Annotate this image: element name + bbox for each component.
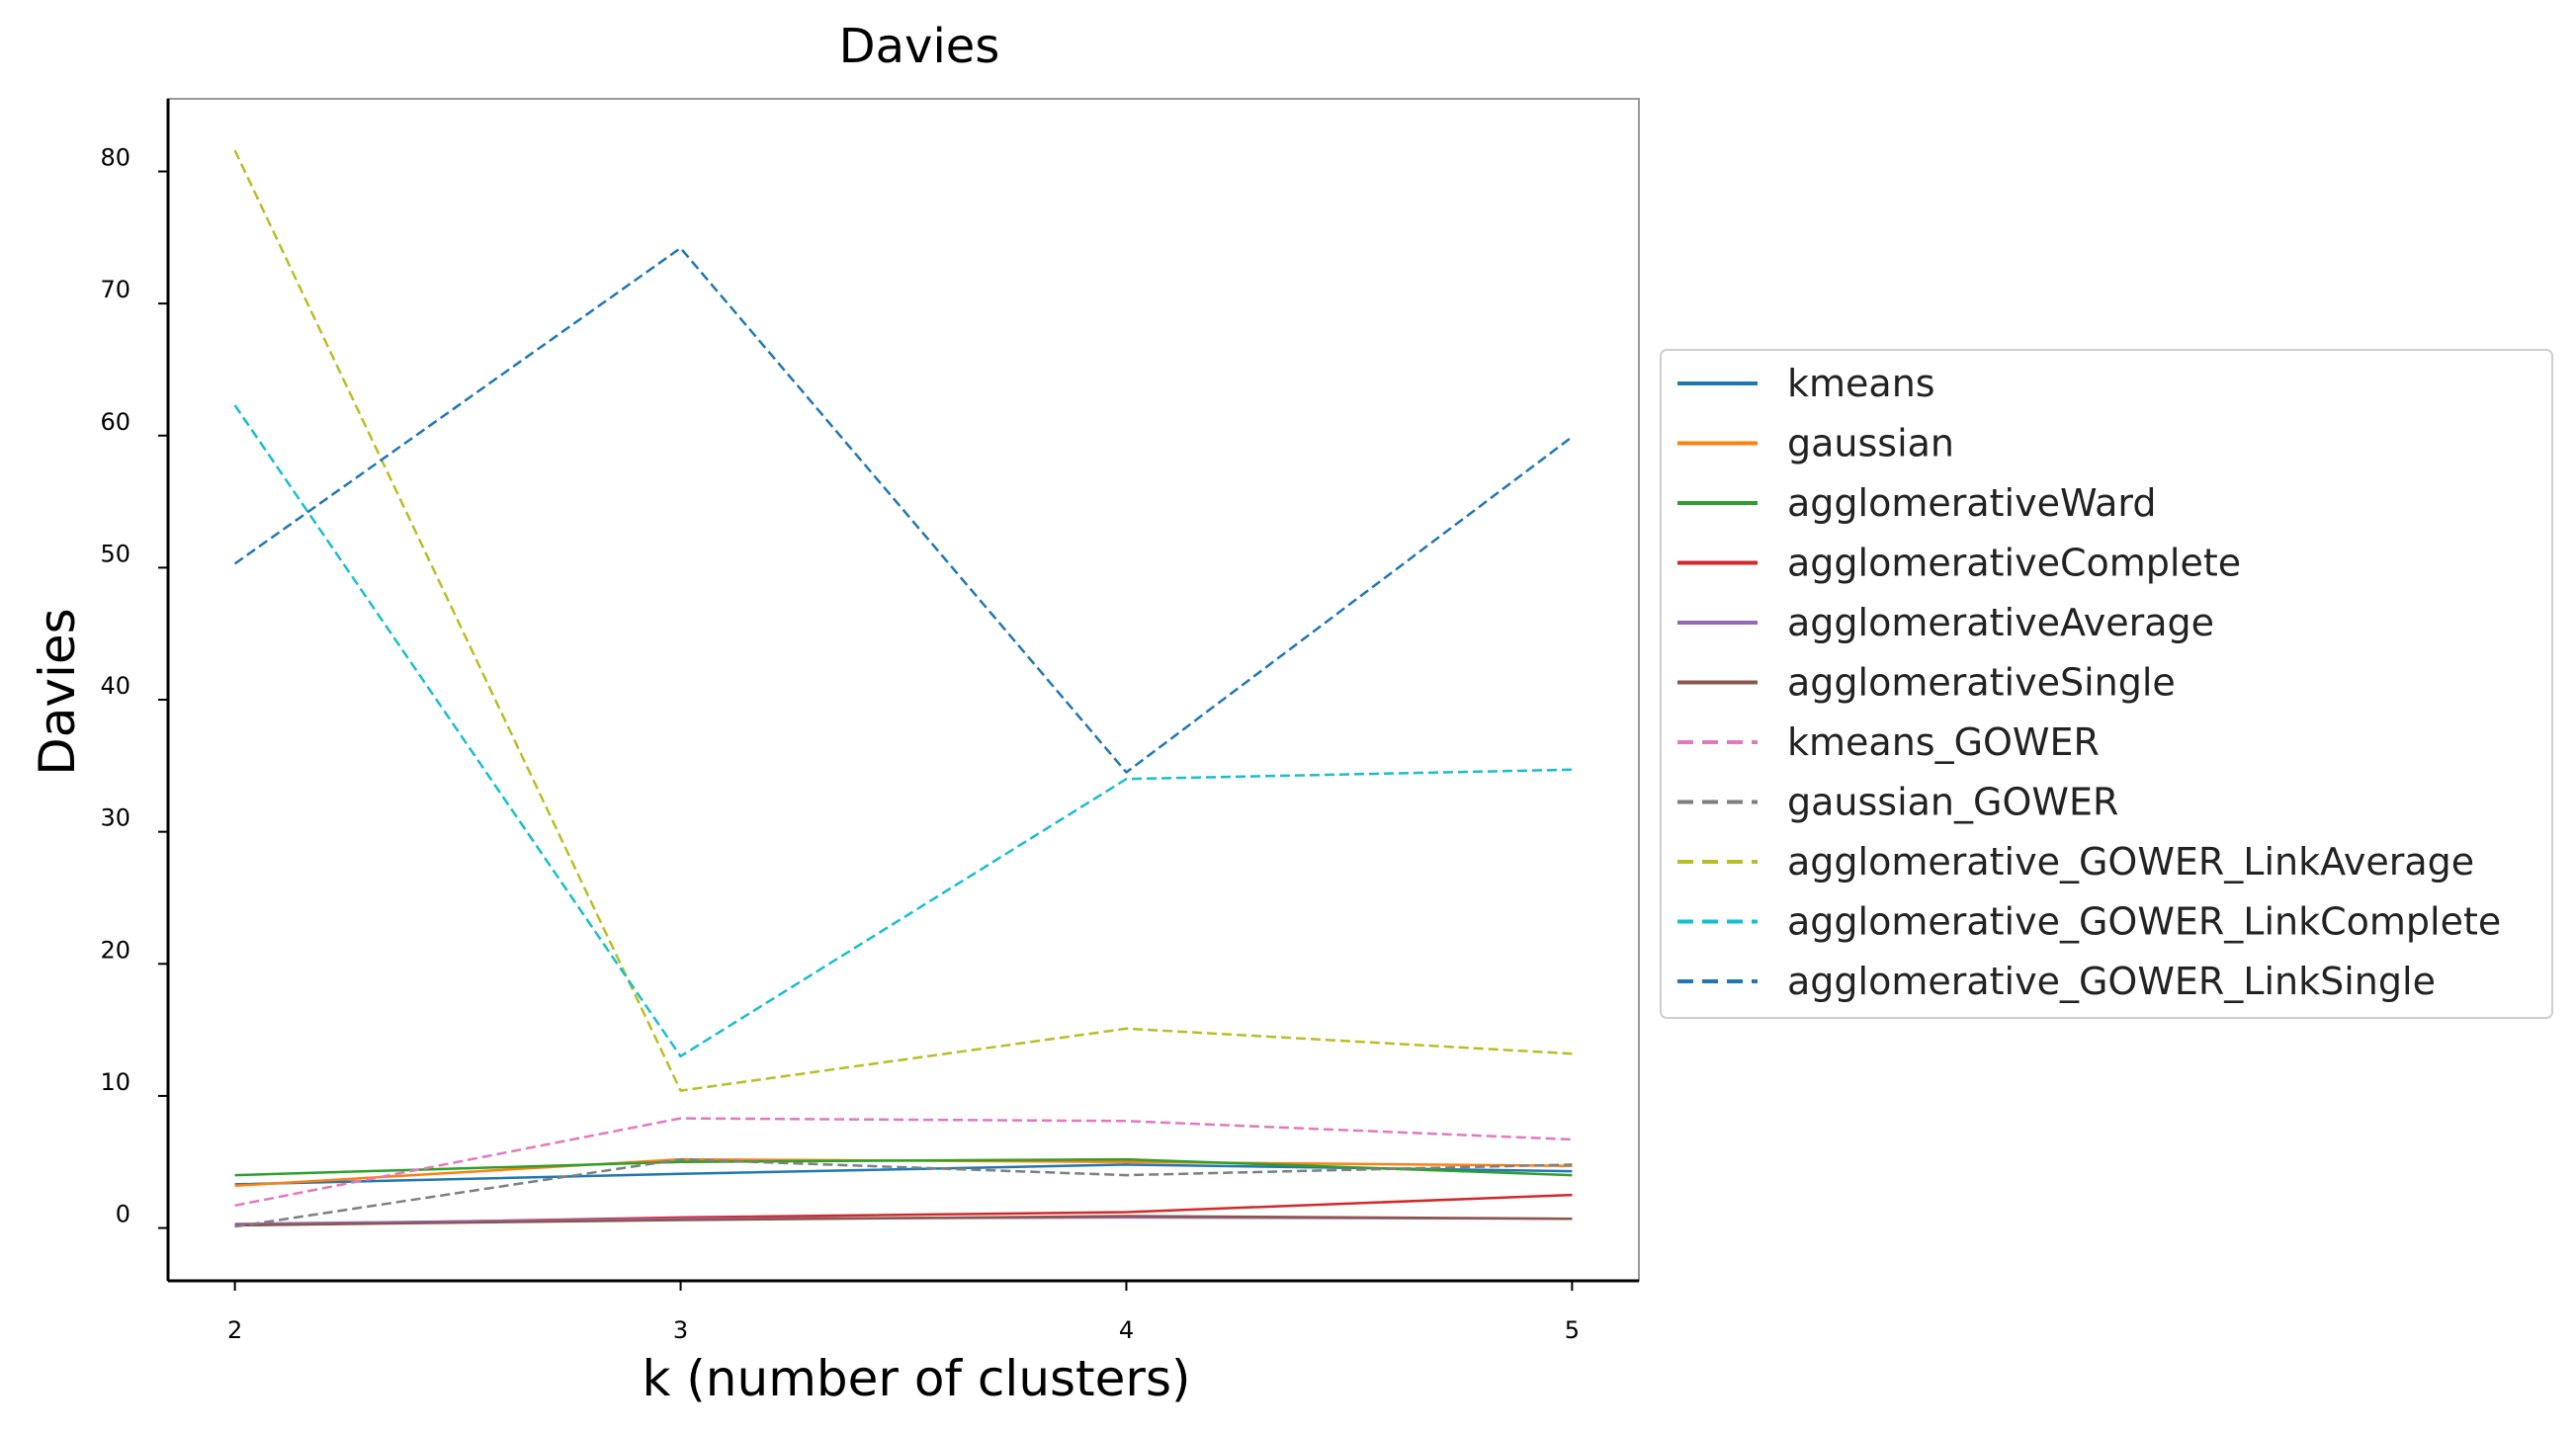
legend-label: agglomerativeWard (1787, 481, 2156, 525)
plot-frame (167, 98, 1640, 1282)
series-line-agglomerativeWard (234, 1157, 1573, 1177)
y-axis-label: Davies (29, 608, 86, 775)
legend-label: agglomerativeComplete (1787, 542, 2241, 585)
legend-label: agglomerative_GOWER_LinkSingle (1787, 960, 2436, 1003)
legend-label: agglomerativeAverage (1787, 601, 2214, 644)
y-tick-label: 20 (100, 936, 130, 964)
x-axis-label: k (number of clusters) (642, 1350, 1190, 1407)
legend-label: kmeans (1787, 362, 1935, 405)
series-line-agglomerative_GOWER_LinkComplete (233, 404, 1573, 1058)
y-axis-ticks: 0 10 20 30 40 50 60 70 80 (100, 143, 168, 1229)
legend: kmeans gaussian agglomerativeWard agglomera… (1660, 349, 2553, 1019)
y-tick-label: 60 (100, 408, 130, 436)
x-axis-ticks: 2 3 4 5 (227, 1281, 1580, 1344)
legend-label: agglomerative_GOWER_LinkAverage (1787, 840, 2474, 884)
legend-label: agglomerativeSingle (1787, 661, 2176, 705)
x-tick-label: 3 (673, 1316, 688, 1344)
legend-label: kmeans_GOWER (1787, 720, 2100, 764)
y-tick-label: 0 (116, 1201, 130, 1228)
legend-label: agglomerative_GOWER_LinkComplete (1787, 900, 2501, 944)
series-line-agglomerative_GOWER_LinkAverage (233, 149, 1573, 1092)
series-line-gaussian_GOWER (234, 1157, 1573, 1228)
legend-box (1660, 349, 2553, 1019)
x-tick-label: 4 (1119, 1316, 1134, 1344)
series-line-kmeans_GOWER (234, 1117, 1573, 1208)
series-group (233, 149, 1574, 1228)
legend-label: gaussian (1787, 422, 1954, 465)
y-tick-label: 40 (100, 672, 130, 700)
plot-area (166, 98, 1640, 1283)
series-line-agglomerativeSingle (234, 1215, 1573, 1227)
x-tick-label: 2 (227, 1316, 242, 1344)
y-tick-label: 30 (100, 804, 130, 832)
y-tick-label: 10 (100, 1068, 130, 1096)
y-tick-label: 50 (100, 540, 130, 567)
chart-title: Davies (839, 19, 1000, 74)
y-tick-label: 80 (100, 143, 130, 171)
legend-label: gaussian_GOWER (1787, 781, 2118, 824)
legend-items: kmeans gaussian agglomerativeWard agglomera… (1677, 362, 2501, 1003)
y-tick-label: 70 (100, 276, 130, 303)
series-line-agglomerative_GOWER_LinkSingle (233, 246, 1574, 774)
x-tick-label: 5 (1565, 1316, 1580, 1344)
